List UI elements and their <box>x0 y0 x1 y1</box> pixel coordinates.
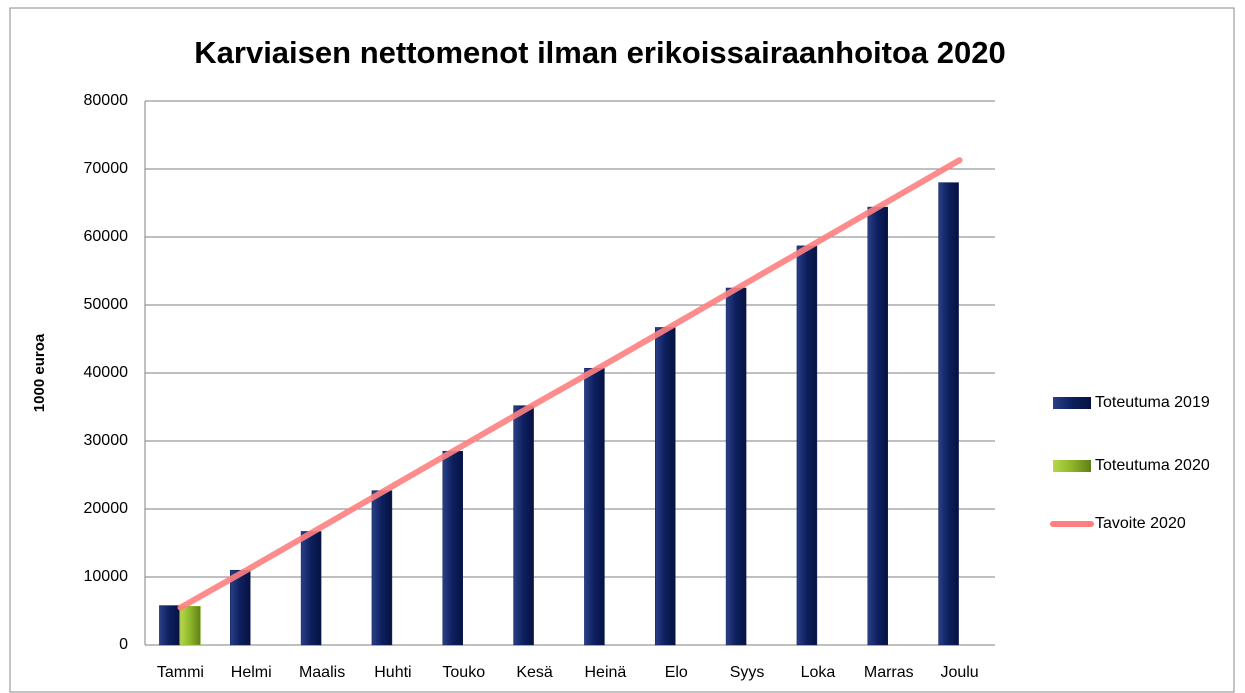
x-tick-label: Huhti <box>374 664 411 681</box>
y-tick-label: 40000 <box>84 364 129 381</box>
line <box>177 157 963 611</box>
legend-swatch <box>1053 397 1091 409</box>
x-tick-label: Joulu <box>940 664 978 681</box>
x-tick-label: Maalis <box>299 664 345 681</box>
bar <box>442 450 463 646</box>
bar <box>938 182 959 646</box>
legend-label: Toteutuma 2019 <box>1095 394 1210 411</box>
chart-title: Karviaisen nettomenot ilman erikoissaira… <box>194 35 1005 70</box>
x-tick-label: Heinä <box>585 664 627 681</box>
y-tick-label: 70000 <box>84 160 129 177</box>
y-tick-label: 30000 <box>84 432 129 449</box>
bar <box>655 327 676 646</box>
x-tick-label: Tammi <box>157 664 204 681</box>
x-tick-label: Syys <box>730 664 765 681</box>
bar <box>180 605 201 646</box>
x-tick-label: Marras <box>864 664 914 681</box>
bar <box>300 531 322 646</box>
bar <box>796 245 818 646</box>
legend-label: Toteutuma 2020 <box>1095 457 1210 474</box>
y-tick-label: 50000 <box>84 296 129 313</box>
y-tick-label: 20000 <box>84 500 129 517</box>
bar <box>513 405 534 646</box>
x-tick-label: Elo <box>665 664 688 681</box>
legend-label: Tavoite 2020 <box>1095 515 1186 532</box>
y-tick-label: 80000 <box>84 92 129 109</box>
y-tick-label: 10000 <box>84 568 129 585</box>
x-tick-label: Touko <box>442 664 485 681</box>
chart-border <box>9 7 1235 693</box>
x-tick-label: Loka <box>801 664 836 681</box>
y-tick-label: 0 <box>119 636 128 653</box>
y-tick-label: 60000 <box>84 228 129 245</box>
bar <box>725 287 747 646</box>
y-axis-label: 1000 euroa <box>31 333 48 412</box>
bar <box>230 569 251 646</box>
x-tick-label: Helmi <box>231 664 272 681</box>
bar <box>867 206 888 646</box>
bar <box>584 367 605 646</box>
bar <box>159 605 180 646</box>
legend-swatch <box>1053 460 1091 472</box>
bar <box>371 490 393 646</box>
x-tick-label: Kesä <box>516 664 553 681</box>
